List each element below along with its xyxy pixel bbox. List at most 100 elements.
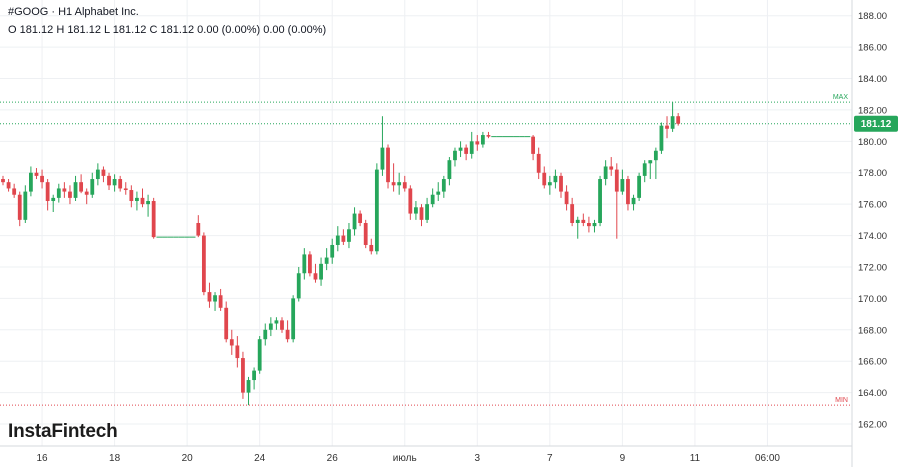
level-lines: MAX MIN — [0, 94, 852, 406]
candle — [107, 172, 111, 191]
candle-body — [592, 223, 597, 227]
candle-body — [425, 204, 429, 220]
instafintech-logo: InstaFintech — [8, 421, 118, 442]
candle — [6, 179, 11, 192]
candle — [40, 169, 44, 189]
candle — [363, 219, 368, 249]
candle — [335, 226, 340, 252]
candle-body — [112, 179, 117, 186]
y-tick-label: 184.00 — [858, 74, 887, 85]
candle — [319, 257, 323, 286]
candle-body — [56, 188, 61, 198]
candle-body — [308, 254, 312, 274]
candle — [313, 263, 318, 283]
candle — [531, 135, 535, 161]
candle-body — [475, 141, 480, 145]
candle-body — [123, 188, 128, 191]
candle-body — [313, 273, 318, 280]
candle — [581, 213, 586, 227]
candle-body — [430, 194, 435, 205]
y-tick-label: 188.00 — [858, 11, 887, 22]
candle-body — [79, 182, 84, 192]
candle-body — [676, 116, 681, 124]
candle — [207, 282, 212, 308]
candle-body — [620, 179, 625, 192]
candle — [308, 251, 312, 277]
candle-body — [436, 191, 441, 195]
candle — [68, 185, 72, 205]
y-tick-label: 168.00 — [858, 325, 887, 336]
candle-body — [542, 172, 547, 186]
candle-body — [68, 191, 72, 198]
candle — [659, 122, 664, 154]
candle-body — [670, 116, 675, 129]
candle — [475, 135, 480, 151]
candle-body — [140, 197, 145, 205]
candle-body — [564, 191, 569, 205]
candle — [347, 223, 351, 249]
candle-body — [402, 182, 407, 189]
candle-body — [235, 345, 240, 359]
candle-body — [213, 295, 217, 302]
candle — [146, 194, 150, 217]
candle — [291, 295, 296, 343]
candle-body — [374, 169, 379, 252]
candle-body — [469, 141, 474, 154]
candle — [536, 147, 541, 180]
candle — [213, 292, 217, 311]
candle — [547, 175, 552, 195]
candle — [45, 179, 50, 211]
candle-body — [391, 182, 396, 186]
candle — [559, 172, 563, 198]
candle — [285, 320, 290, 343]
x-axis[interactable]: 16 18 20 24 26 июль 3 7 9 11 06:00 — [36, 453, 780, 464]
candle — [201, 232, 206, 296]
x-tick-label: 16 — [36, 453, 48, 464]
candle-body — [17, 194, 22, 220]
candle — [341, 229, 346, 245]
candle — [196, 215, 201, 238]
candle — [464, 144, 469, 161]
candle-body — [581, 219, 586, 223]
candle-body — [659, 125, 664, 151]
candle — [12, 183, 17, 198]
candle-body — [380, 147, 385, 170]
candle-body — [570, 204, 575, 223]
x-tick-label: 11 — [690, 453, 701, 464]
candle-body — [51, 197, 56, 202]
candle-body — [129, 190, 134, 202]
candle — [263, 323, 268, 346]
candle-body — [246, 380, 251, 393]
candle-body — [23, 191, 28, 220]
candle-body — [637, 175, 642, 198]
candle — [458, 141, 463, 158]
candle-body — [62, 188, 67, 192]
x-tick-label: 20 — [182, 453, 194, 464]
x-tick-label: 3 — [475, 453, 481, 464]
candle-body — [614, 169, 619, 192]
x-tick-label: 7 — [547, 453, 553, 464]
candle — [229, 329, 234, 355]
max-label: MAX — [833, 94, 849, 101]
candle — [257, 336, 262, 374]
candle — [352, 207, 357, 236]
y-tick-label: 176.00 — [858, 200, 887, 211]
candle — [564, 185, 569, 211]
candle — [252, 367, 256, 390]
last-price-value: 181.12 — [861, 119, 892, 130]
candle-body — [553, 175, 558, 183]
candle — [408, 185, 413, 220]
candle — [614, 163, 619, 239]
candle — [609, 157, 614, 176]
candle — [224, 301, 229, 343]
x-tick-label: июль — [393, 453, 417, 464]
y-axis[interactable]: 188.00 186.00 184.00 182.00 180.00 178.00 176.… — [858, 11, 887, 430]
last-price-tag: 181.12 — [854, 115, 898, 132]
candle-body — [352, 213, 357, 230]
candle — [140, 188, 145, 208]
candle-body — [229, 339, 234, 346]
candle-body — [291, 298, 296, 340]
candle-body — [285, 329, 290, 340]
x-tick-label: 06:00 — [755, 453, 780, 464]
